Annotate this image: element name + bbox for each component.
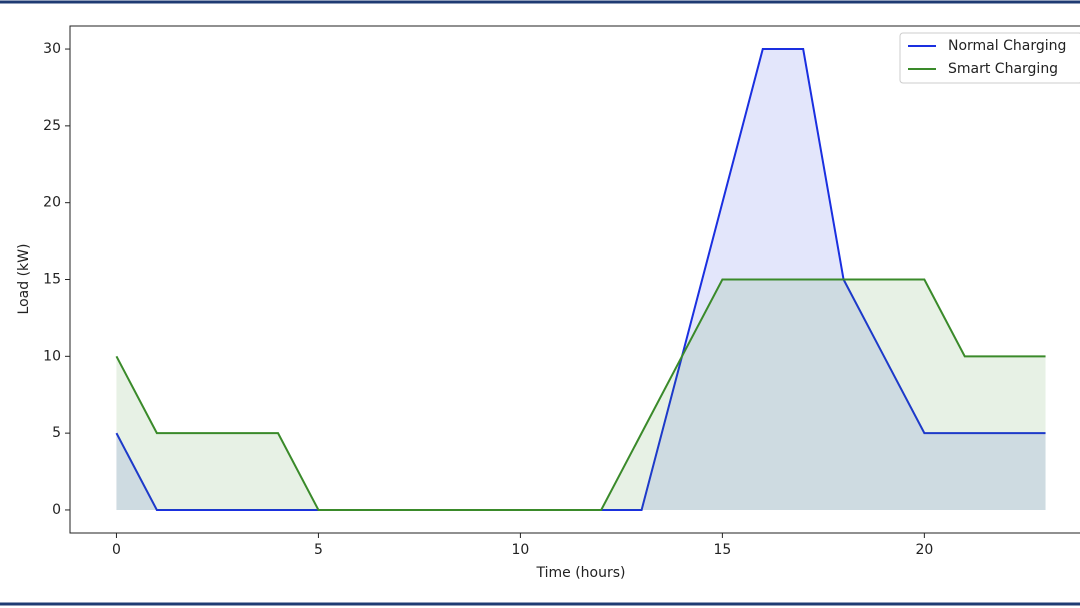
x-axis-label: Time (hours) (536, 565, 626, 581)
legend-box (899, 32, 1080, 84)
area (116, 49, 1046, 510)
x-tick-label: 10 (511, 542, 529, 558)
y-tick-label: 0 (52, 502, 61, 518)
x-tick-label: 5 (314, 542, 323, 558)
y-tick-label: 25 (43, 118, 61, 134)
plot-frame (69, 25, 1080, 534)
line (115, 278, 1046, 511)
y-tick-label: 30 (43, 41, 61, 57)
y-axis-label: Load (kW) (16, 244, 32, 315)
legend-label: Smart Charging (948, 61, 1058, 77)
y-tick-label: 5 (52, 425, 61, 441)
y-tick-label: 10 (43, 348, 61, 364)
y-tick-label: 20 (43, 195, 61, 211)
y-tick-label: 15 (43, 272, 61, 288)
legend-label: Normal Charging (948, 38, 1066, 54)
x-tick-label: 20 (915, 542, 933, 558)
x-tick-label: 15 (713, 542, 731, 558)
x-tick-label: 0 (112, 542, 121, 558)
area (116, 279, 1046, 510)
